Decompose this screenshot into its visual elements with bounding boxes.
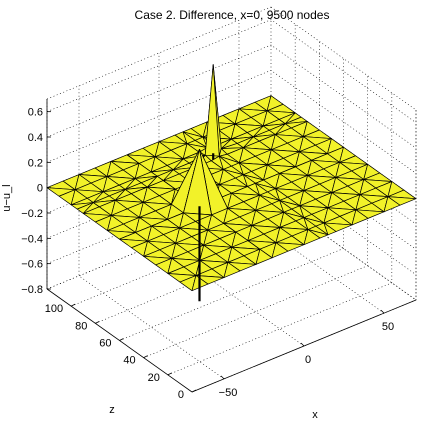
y-tick-mark	[119, 338, 124, 341]
grid-line	[46, 44, 417, 149]
surface-facet	[351, 209, 369, 226]
y-tick-label: 0	[178, 389, 184, 401]
x-tick-mark	[300, 342, 305, 347]
grid-line	[46, 69, 417, 174]
x-tick-label: 50	[382, 321, 394, 333]
y-tick-mark	[143, 355, 148, 359]
grid-line	[78, 85, 225, 380]
surface-facet	[223, 223, 237, 233]
y-axis-ticks: 0 20 40 60 80 100	[45, 303, 197, 401]
z-tick-label: −0.8	[21, 284, 43, 296]
surface-facet	[303, 229, 321, 246]
z-tick-label: 0	[37, 183, 43, 195]
y-tick-label: 40	[123, 355, 135, 367]
grid-line	[143, 75, 368, 358]
x-tick-mark	[220, 375, 225, 380]
y-tick-label: 20	[148, 372, 160, 384]
surface-facet	[162, 180, 176, 190]
x-tick-mark	[380, 309, 385, 314]
x-axis-ticks: −50 0 50	[219, 309, 394, 399]
surface-facet	[247, 240, 261, 250]
surface-mesh	[46, 64, 417, 302]
y-tick-mark	[167, 372, 173, 376]
y-tick-mark	[191, 389, 197, 393]
grid-line	[119, 58, 344, 341]
surface-facet	[383, 196, 401, 213]
z-axis-ticks: 0.6 0.4 0.2 0 −0.2 −0.4 −0.6 −0.8	[21, 107, 51, 296]
surface-facet	[223, 262, 241, 278]
x-axis-label: x	[312, 409, 318, 421]
z-tick-label: 0.6	[28, 107, 43, 119]
x-tick-label: −50	[219, 387, 238, 399]
x-tick-label: 0	[305, 354, 311, 366]
y-tick-label: 100	[45, 303, 63, 315]
y-tick-label: 60	[99, 338, 111, 350]
y-tick-mark	[95, 320, 100, 324]
y-tick-label: 80	[75, 320, 87, 332]
grid-line	[238, 20, 385, 314]
surface-facet	[199, 148, 212, 216]
grid-line	[158, 53, 305, 347]
grid-line	[167, 92, 393, 376]
surface-facet	[255, 248, 273, 265]
surface-facet	[323, 222, 337, 236]
z-tick-label: −0.4	[21, 233, 43, 245]
z-tick-label: −0.6	[21, 259, 43, 271]
y-tick-mark	[70, 303, 76, 307]
grid-line	[46, 19, 417, 123]
surface-facet	[271, 242, 289, 259]
z-axis-label: u−u_l	[1, 184, 13, 211]
surface-facet	[76, 202, 94, 214]
chart-title: Case 2. Difference, x=0, 9500 nodes	[135, 8, 330, 22]
z-tick-label: −0.2	[21, 208, 43, 220]
surface-facet	[126, 154, 140, 164]
z-tick-label: 0.2	[28, 157, 43, 169]
z-tick-label: 0.4	[28, 132, 43, 144]
y-axis-label: z	[109, 404, 115, 416]
